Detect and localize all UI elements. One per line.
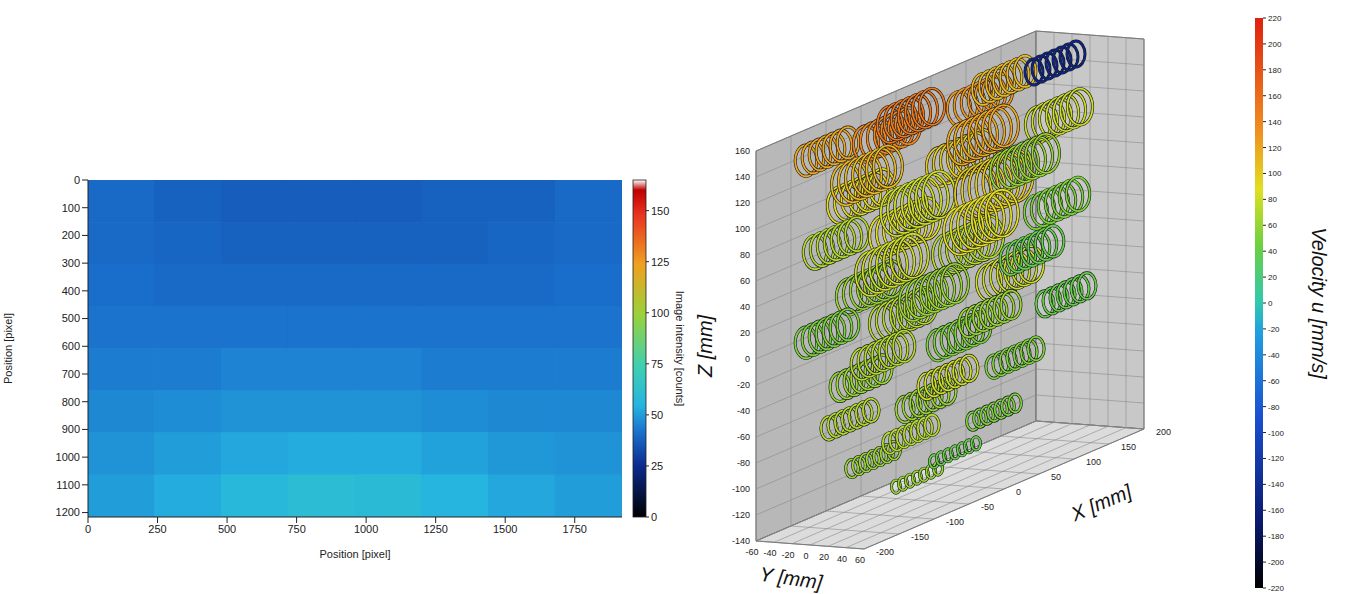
svg-text:120: 120	[1268, 144, 1282, 153]
svg-text:-60: -60	[737, 432, 750, 442]
svg-text:Z [mm]: Z [mm]	[694, 314, 716, 378]
svg-text:1000: 1000	[354, 523, 378, 535]
svg-text:80: 80	[1268, 195, 1277, 204]
svg-text:60: 60	[740, 276, 750, 286]
svg-text:-20: -20	[737, 380, 750, 390]
svg-text:400: 400	[62, 285, 80, 297]
svg-text:-150: -150	[911, 532, 929, 542]
svg-text:-20: -20	[781, 550, 794, 560]
svg-text:750: 750	[287, 523, 305, 535]
svg-text:40: 40	[837, 554, 847, 564]
svg-text:500: 500	[218, 523, 236, 535]
svg-text:60: 60	[855, 555, 865, 565]
svg-text:Y [mm]: Y [mm]	[758, 563, 824, 594]
svg-text:1200: 1200	[56, 506, 80, 518]
svg-text:-20: -20	[1268, 325, 1280, 334]
svg-text:-60: -60	[1268, 377, 1280, 386]
svg-text:200: 200	[1268, 40, 1282, 49]
svg-text:800: 800	[62, 396, 80, 408]
svg-text:120: 120	[735, 198, 750, 208]
svg-text:-100: -100	[1268, 429, 1285, 438]
svg-text:-60: -60	[745, 547, 758, 557]
svg-text:180: 180	[1268, 66, 1282, 75]
svg-text:-120: -120	[732, 510, 750, 520]
svg-text:-140: -140	[1268, 480, 1285, 489]
svg-text:150: 150	[651, 205, 669, 217]
svg-text:X [mm]: X [mm]	[1067, 480, 1135, 526]
svg-text:20: 20	[1268, 273, 1277, 282]
svg-text:220: 220	[1268, 14, 1282, 23]
svg-text:20: 20	[819, 552, 829, 562]
svg-text:-50: -50	[981, 502, 994, 512]
svg-text:-100: -100	[946, 517, 964, 527]
svg-text:-120: -120	[1268, 454, 1285, 463]
svg-text:-160: -160	[1268, 506, 1285, 515]
svg-text:25: 25	[651, 460, 663, 472]
svg-text:0: 0	[1268, 299, 1273, 308]
svg-text:-140: -140	[732, 536, 750, 546]
svg-text:40: 40	[1268, 247, 1277, 256]
svg-text:500: 500	[62, 312, 80, 324]
svg-text:0: 0	[85, 523, 91, 535]
svg-text:-180: -180	[1268, 532, 1285, 541]
svg-text:200: 200	[62, 229, 80, 241]
svg-text:Position [pixel]: Position [pixel]	[2, 313, 14, 384]
svg-text:75: 75	[651, 358, 663, 370]
svg-text:-220: -220	[1268, 584, 1285, 593]
svg-text:20: 20	[740, 328, 750, 338]
svg-text:-40: -40	[1268, 351, 1280, 360]
svg-text:-200: -200	[876, 547, 894, 557]
svg-text:200: 200	[1156, 427, 1171, 437]
svg-text:-200: -200	[1268, 558, 1285, 567]
svg-text:-40: -40	[737, 406, 750, 416]
svg-text:50: 50	[651, 409, 663, 421]
svg-text:-80: -80	[1268, 403, 1280, 412]
svg-text:40: 40	[740, 302, 750, 312]
svg-text:1100: 1100	[56, 479, 80, 491]
svg-text:0: 0	[745, 354, 750, 364]
svg-text:-100: -100	[732, 484, 750, 494]
svg-text:160: 160	[1268, 92, 1282, 101]
svg-text:150: 150	[1121, 442, 1136, 452]
svg-text:Position [pixel]: Position [pixel]	[320, 548, 391, 560]
svg-text:300: 300	[62, 257, 80, 269]
svg-text:Velocity u [mm/s]: Velocity u [mm/s]	[1308, 227, 1330, 379]
svg-text:1000: 1000	[56, 451, 80, 463]
svg-text:100: 100	[1086, 457, 1101, 467]
svg-text:140: 140	[1268, 118, 1282, 127]
svg-text:100: 100	[1268, 169, 1282, 178]
svg-text:-80: -80	[737, 458, 750, 468]
svg-text:600: 600	[62, 340, 80, 352]
svg-text:900: 900	[62, 423, 80, 435]
svg-text:Image intensity [counts]: Image intensity [counts]	[674, 291, 686, 407]
svg-text:700: 700	[62, 368, 80, 380]
svg-text:160: 160	[735, 146, 750, 156]
svg-text:-40: -40	[763, 548, 776, 558]
svg-text:0: 0	[1016, 487, 1021, 497]
svg-text:0: 0	[651, 511, 657, 523]
svg-text:125: 125	[651, 256, 669, 268]
svg-text:0: 0	[803, 551, 808, 561]
svg-text:100: 100	[735, 224, 750, 234]
svg-text:60: 60	[1268, 221, 1277, 230]
svg-text:1500: 1500	[493, 523, 517, 535]
svg-text:1250: 1250	[423, 523, 447, 535]
svg-text:80: 80	[740, 250, 750, 260]
svg-text:250: 250	[148, 523, 166, 535]
svg-text:50: 50	[1051, 472, 1061, 482]
svg-text:140: 140	[735, 172, 750, 182]
svg-text:1750: 1750	[562, 523, 586, 535]
svg-text:100: 100	[62, 202, 80, 214]
svg-text:100: 100	[651, 307, 669, 319]
svg-text:0: 0	[74, 174, 80, 186]
